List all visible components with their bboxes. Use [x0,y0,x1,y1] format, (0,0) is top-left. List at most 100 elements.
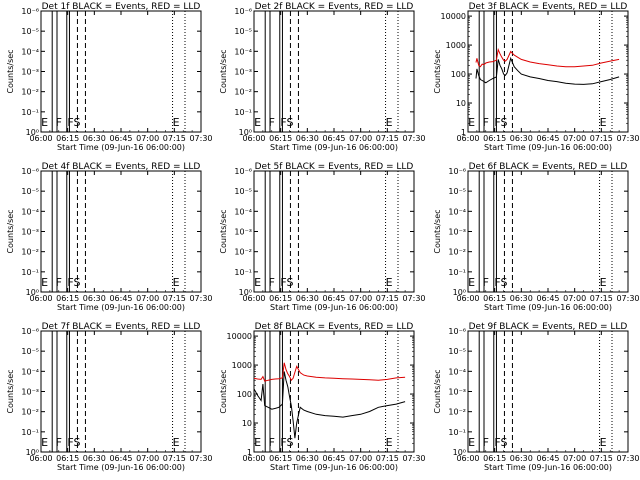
x-tick-label: 07:00 [563,454,586,463]
marker-label: FS [494,436,507,449]
detector-panel-9: Det 9f BLACK = Events, RED = LLD 10⁰ 10⁻¹ 1… [433,322,640,472]
x-tick-label: 06:00 [29,134,52,143]
x-tick-label: 06:00 [242,294,265,303]
y-axis-label: Counts/sec [219,49,228,93]
marker-label: FS [280,276,293,289]
marker-label: E [41,436,48,449]
detector-panel-8: Det 8f BLACK = Events, RED = LLD 1 10 100 10… [219,322,426,472]
plot-frame [40,330,202,453]
y-tick-label: 10⁻⁴ [21,367,39,376]
x-tick-label: 06:00 [456,134,479,143]
y-tick-label: 10⁻⁵ [234,187,252,196]
x-tick-label: 06:45 [109,294,132,303]
marker-label: F [269,436,275,449]
y-tick-label: 10⁻² [234,248,252,257]
plot-frame [40,170,202,293]
marker-label: E [600,116,607,129]
y-tick-label: 10⁻¹ [234,268,252,277]
panel-title: Det 9f BLACK = Events, RED = LLD [469,322,628,332]
x-axis-label: Start Time (09-Jun-16 06:00:00) [270,143,398,152]
x-tick-label: 06:45 [322,294,345,303]
marker-label: E [468,436,475,449]
panel-title: Det 7f BLACK = Events, RED = LLD [42,322,201,332]
detector-panel-4: Det 4f BLACK = Events, RED = LLD 10⁰ 10⁻¹ 1… [6,162,213,312]
x-tick-label: 06:00 [29,454,52,463]
plot-frame [467,10,629,133]
y-tick-label: 10⁻⁴ [234,207,252,216]
y-axis-label: Counts/sec [6,209,15,253]
y-axis-label: Counts/sec [219,209,228,253]
x-tick-label: 07:15 [590,454,613,463]
x-tick-label: 06:30 [510,294,533,303]
y-tick-label: 10⁰ [453,448,466,457]
y-tick-label: 10⁰ [239,128,252,137]
y-axis-label: Counts/sec [6,369,15,413]
x-tick-label: 07:15 [163,294,186,303]
y-tick-label: 10⁻¹ [448,428,466,437]
y-tick-label: 10⁻⁴ [21,47,39,56]
x-tick-label: 06:45 [322,134,345,143]
x-tick-label: 06:45 [536,294,559,303]
detector-panel-7: Det 7f BLACK = Events, RED = LLD 10⁰ 10⁻¹ 1… [6,322,213,472]
x-tick-label: 06:30 [296,454,319,463]
x-axis-label: Start Time (09-Jun-16 06:00:00) [484,143,612,152]
y-tick-label: 10⁻² [21,408,39,417]
y-tick-label: 10⁻⁶ [448,327,466,336]
x-tick-label: 06:00 [29,294,52,303]
y-tick-label: 10⁻⁵ [21,187,39,196]
marker-label: E [41,116,48,129]
y-tick-label: 10⁻⁵ [21,347,39,356]
y-tick-label: 100 [451,70,466,79]
x-tick-label: 06:30 [83,134,106,143]
y-tick-label: 10 [242,419,252,428]
y-tick-label: 10000 [227,332,252,341]
x-tick-label: 07:00 [349,134,372,143]
y-axis-label: Counts/sec [433,369,442,413]
marker-label: F [56,116,62,129]
x-tick-label: 06:00 [242,454,265,463]
y-axis-label: Counts/sec [6,49,15,93]
marker-label: E [254,116,261,129]
x-tick-label: 06:30 [296,294,319,303]
x-tick-label: 06:15 [56,454,79,463]
marker-label: F [56,276,62,289]
y-tick-label: 10⁻⁵ [21,27,39,36]
marker-label: E [254,276,261,289]
y-tick-label: 10⁻⁶ [21,327,39,336]
marker-label: E [468,116,475,129]
marker-label: FS [280,436,293,449]
marker-label: FS [67,116,80,129]
x-tick-label: 07:00 [563,134,586,143]
y-tick-label: 10⁻¹ [448,268,466,277]
x-tick-label: 07:00 [136,454,159,463]
y-tick-label: 10⁰ [26,448,39,457]
x-tick-label: 07:30 [189,294,212,303]
marker-label: FS [67,276,80,289]
y-tick-label: 10⁻³ [448,388,466,397]
x-axis-label: Start Time (09-Jun-16 06:00:00) [57,303,185,312]
x-tick-label: 07:15 [590,134,613,143]
panel-title: Det 4f BLACK = Events, RED = LLD [42,162,201,172]
series-events-line [475,56,620,85]
y-axis-label: Counts/sec [219,369,228,413]
y-tick-label: 100 [237,390,252,399]
x-axis-label: Start Time (09-Jun-16 06:00:00) [270,303,398,312]
marker-label: FS [67,436,80,449]
y-tick-label: 10⁻² [21,248,39,257]
marker-label: FS [494,276,507,289]
y-axis-label: Counts/sec [433,209,442,253]
x-tick-label: 07:30 [189,134,212,143]
x-tick-label: 07:15 [376,454,399,463]
x-tick-label: 07:30 [402,454,425,463]
marker-label: E [386,116,393,129]
x-tick-label: 06:30 [510,134,533,143]
y-tick-label: 10 [456,99,466,108]
y-tick-label: 10⁻² [21,88,39,97]
plot-frame [253,10,415,133]
y-tick-label: 10⁻³ [234,68,252,77]
detector-panel-1: Det 1f BLACK = Events, RED = LLD 10⁰ 10⁻¹ 1… [6,2,213,152]
x-axis-label: Start Time (09-Jun-16 06:00:00) [484,463,612,472]
y-tick-label: 10⁻⁵ [448,187,466,196]
y-tick-label: 10⁻⁴ [448,367,466,376]
panel-title: Det 1f BLACK = Events, RED = LLD [42,2,201,12]
